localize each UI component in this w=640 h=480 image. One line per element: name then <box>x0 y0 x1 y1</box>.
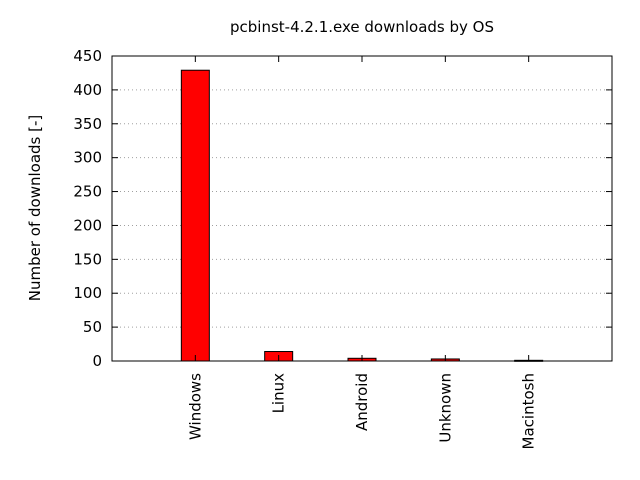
x-tick-label: Linux <box>270 373 288 414</box>
y-tick-label: 0 <box>92 352 102 370</box>
y-axis-ticks: 0 50 100 150 200 250 300 350 400 450 <box>73 47 612 370</box>
y-axis-label: Number of downloads [-] <box>26 115 44 301</box>
gridlines <box>112 89 612 328</box>
y-tick-label: 100 <box>73 284 102 302</box>
y-tick-label: 250 <box>73 183 102 201</box>
x-tick-label: Android <box>353 373 371 431</box>
y-tick-label: 200 <box>73 216 102 234</box>
bar-windows <box>180 69 210 362</box>
chart-title: pcbinst-4.2.1.exe downloads by OS <box>230 18 494 36</box>
x-tick-label: Unknown <box>436 373 454 443</box>
bars-group <box>180 69 544 362</box>
y-tick-label: 400 <box>73 81 102 99</box>
y-tick-label: 50 <box>83 318 102 336</box>
y-tick-label: 350 <box>73 115 102 133</box>
x-axis-ticks: Windows Linux Android Unknown Macintosh <box>186 56 538 449</box>
y-tick-label: 300 <box>73 149 102 167</box>
y-tick-label: 150 <box>73 250 102 268</box>
x-tick-label: Macintosh <box>520 373 538 449</box>
y-tick-label: 450 <box>73 47 102 65</box>
x-tick-label: Windows <box>186 373 204 440</box>
plot-frame <box>111 55 613 362</box>
